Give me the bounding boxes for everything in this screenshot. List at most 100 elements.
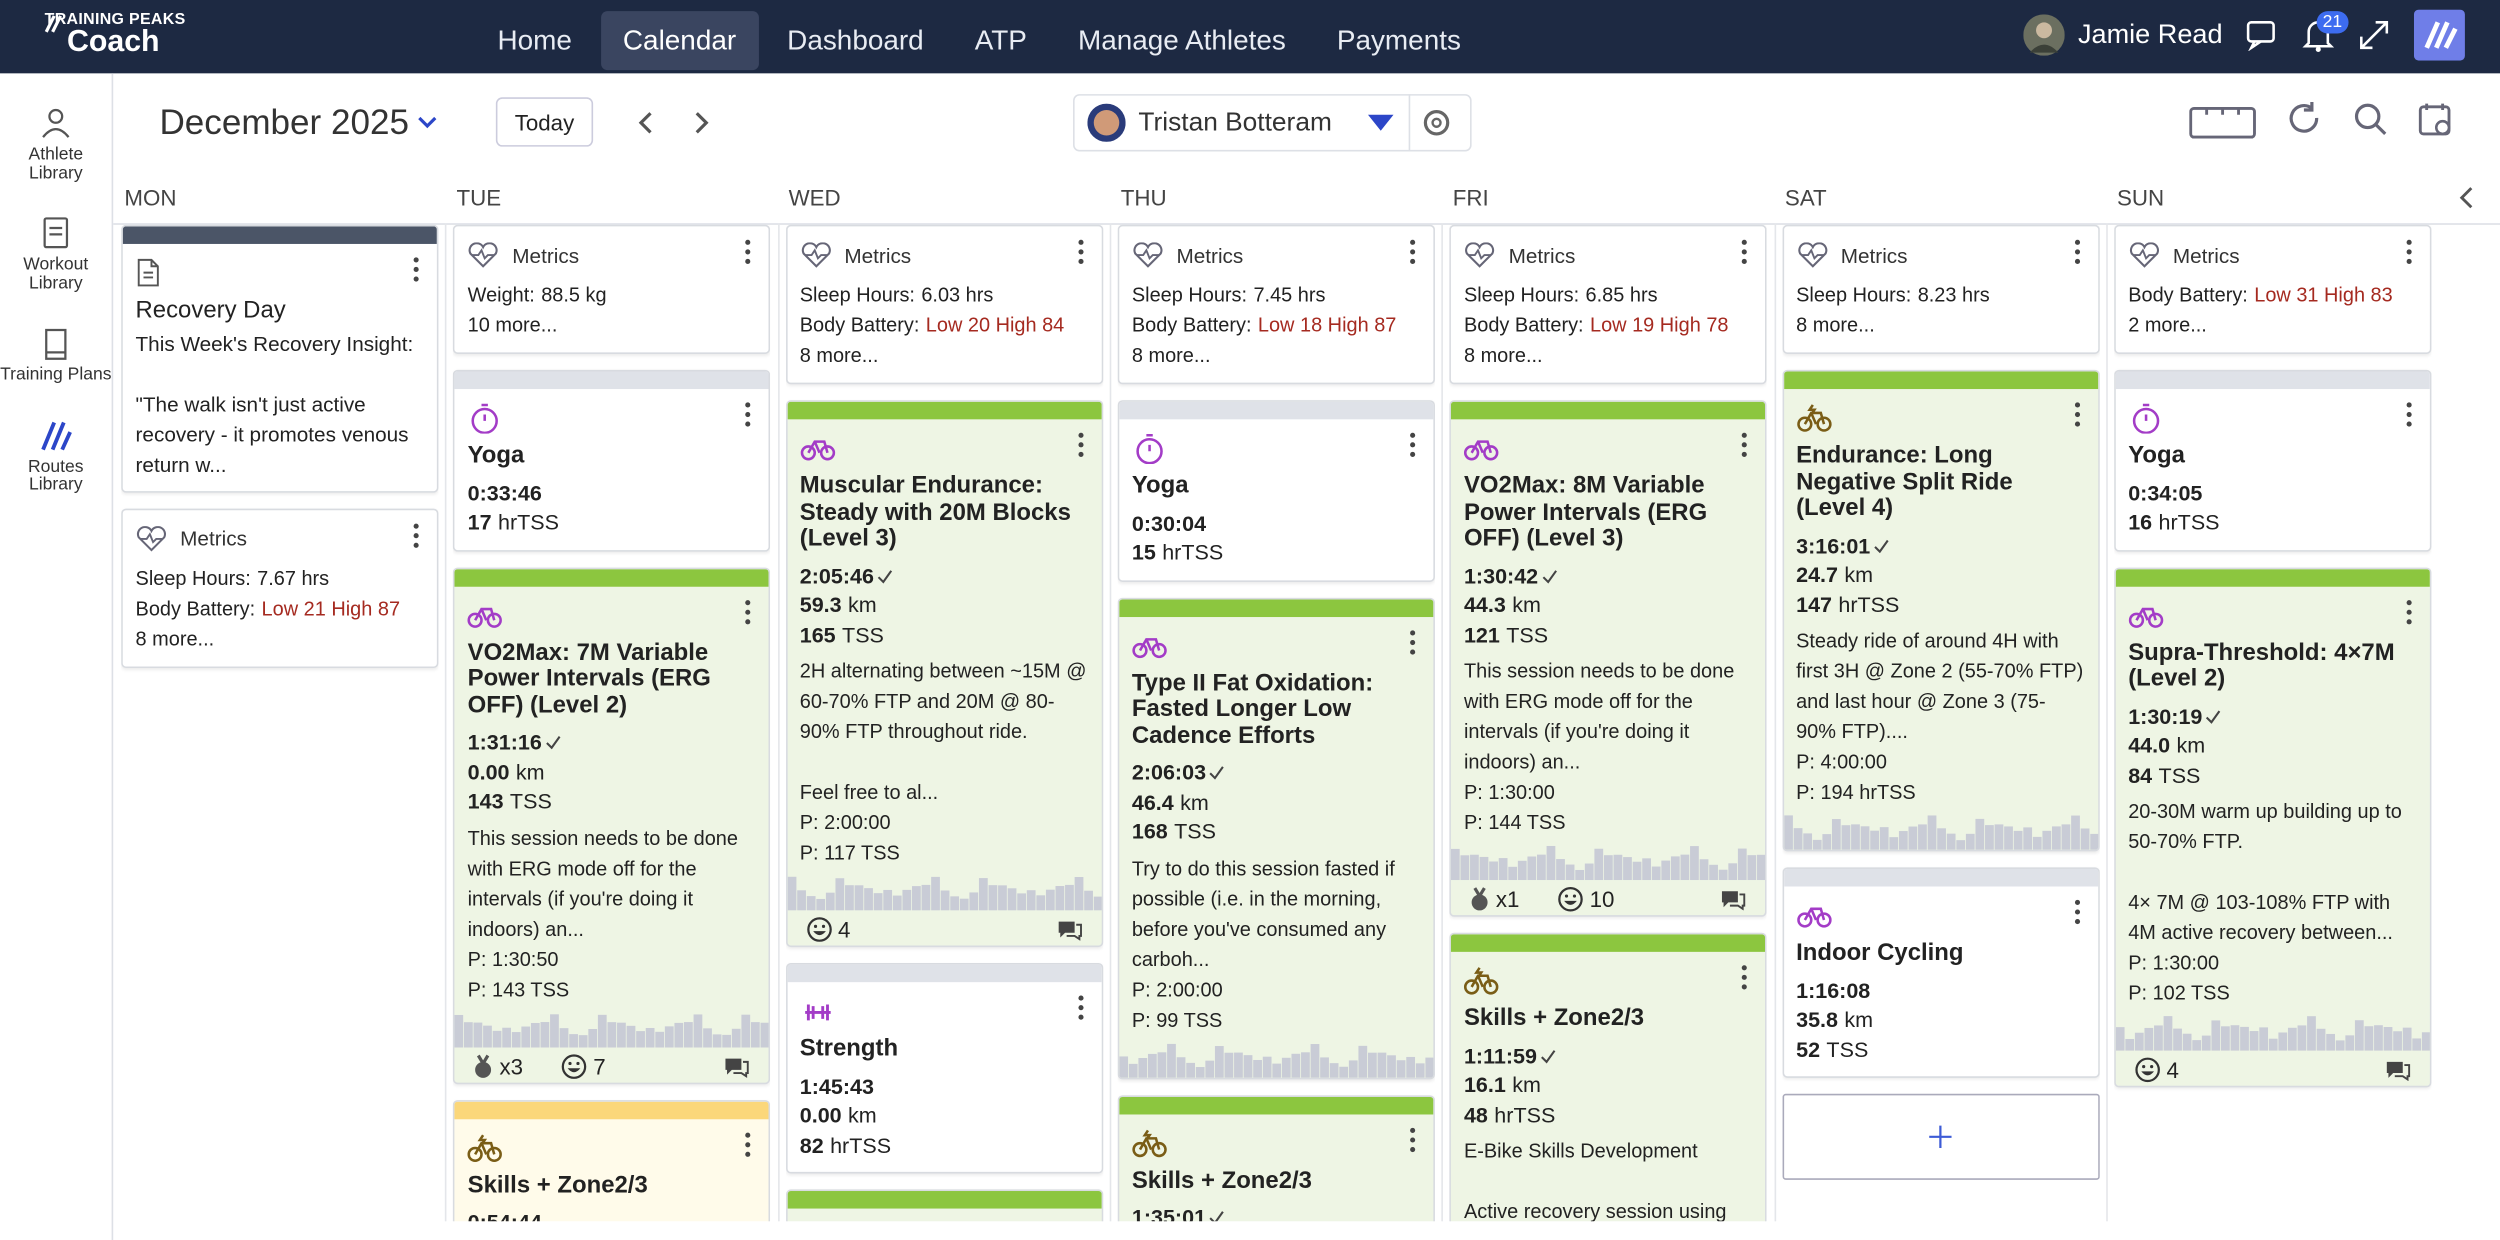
metrics-card[interactable]: Metrics Body Battery: Low 31 High 83 2 more… bbox=[2113, 224, 2432, 354]
day-column: Metrics Sleep Hours: 6.85 hrs Body Battery:… bbox=[1449, 224, 1767, 1222]
collapse-button[interactable] bbox=[2457, 185, 2476, 211]
workout-card[interactable]: Yoga 0:30:04 15 hrTSS bbox=[1117, 400, 1435, 582]
card-menu-button[interactable] bbox=[1408, 629, 1418, 655]
more-link[interactable]: 2 more... bbox=[2128, 314, 2207, 337]
workout-card[interactable] bbox=[785, 1189, 1103, 1222]
card-menu-button[interactable] bbox=[1408, 1126, 1418, 1152]
metrics-card[interactable]: Metrics Sleep Hours: 6.85 hrs Body Battery:… bbox=[1449, 224, 1767, 385]
calendar-settings-button[interactable] bbox=[2417, 100, 2455, 145]
more-link[interactable]: 8 more... bbox=[799, 344, 879, 367]
load-value: 16 bbox=[2128, 510, 2153, 535]
note-card[interactable]: Recovery Day This Week's Recovery Insight… bbox=[121, 224, 439, 492]
today-button[interactable]: Today bbox=[495, 97, 594, 147]
metrics-title: Metrics bbox=[180, 526, 247, 551]
brand[interactable]: TRAINING PEAKS Coach bbox=[45, 12, 186, 58]
more-link[interactable]: 8 more... bbox=[1796, 314, 1875, 337]
prev-button[interactable] bbox=[635, 110, 657, 136]
workout-title: Indoor Cycling bbox=[1796, 939, 1964, 967]
workout-card[interactable]: Muscular Endurance: Steady with 20M Bloc… bbox=[785, 400, 1103, 948]
workout-card[interactable]: Indoor Cycling 1:16:08 35.8 km 52 TSS bbox=[1781, 867, 2100, 1078]
workout-card[interactable]: Yoga 0:33:46 17 hrTSS bbox=[453, 369, 771, 551]
card-menu-button[interactable] bbox=[1740, 432, 1750, 458]
workout-card[interactable]: Endurance: Long Negative Split Ride (Lev… bbox=[1781, 369, 2100, 852]
workout-card[interactable]: Strength 1:45:43 0.00 km 82 hrTSS bbox=[785, 963, 1103, 1174]
card-menu-button[interactable] bbox=[743, 1131, 753, 1157]
more-link[interactable]: 8 more... bbox=[1463, 344, 1543, 367]
notifications[interactable]: 21 bbox=[2302, 11, 2349, 53]
card-menu-button[interactable] bbox=[2404, 239, 2414, 265]
metrics-card[interactable]: Metrics Sleep Hours: 8.23 hrs 8 more... bbox=[1781, 224, 2100, 354]
card-menu-button[interactable] bbox=[743, 239, 753, 265]
workout-card[interactable]: VO2Max: 8M Variable Power Intervals (ERG… bbox=[1449, 400, 1767, 917]
nav-item[interactable]: Calendar bbox=[600, 11, 759, 71]
user-avatar[interactable] bbox=[2023, 14, 2066, 56]
card-menu-button[interactable] bbox=[1740, 965, 1750, 991]
workout-card[interactable]: VO2Max: 7M Variable Power Intervals (ERG… bbox=[453, 566, 771, 1084]
workout-card[interactable]: Supra-Threshold: 4×7M (Level 2) 1:30:19 44… bbox=[2113, 566, 2432, 1088]
card-menu-button[interactable] bbox=[1408, 432, 1418, 458]
workout-card[interactable]: Yoga 0:34:05 16 hrTSS bbox=[2113, 369, 2432, 551]
athlete-selector[interactable]: Tristan Botteram bbox=[1073, 94, 1472, 152]
sport-icon bbox=[1132, 1128, 1167, 1157]
messages-icon[interactable] bbox=[2245, 19, 2280, 52]
card-menu-button[interactable] bbox=[411, 522, 421, 548]
more-link[interactable]: 8 more... bbox=[1131, 344, 1211, 367]
card-menu-button[interactable] bbox=[1076, 432, 1086, 458]
card-menu-button[interactable] bbox=[743, 402, 753, 428]
comments-button[interactable] bbox=[724, 1055, 750, 1078]
nav-item[interactable]: Home bbox=[497, 23, 572, 56]
refresh-button[interactable] bbox=[2285, 100, 2323, 145]
comments-button[interactable] bbox=[1721, 888, 1747, 911]
sidebar-item[interactable]: Athlete Library bbox=[0, 105, 112, 183]
card-menu-button[interactable] bbox=[1076, 239, 1086, 265]
card-menu-button[interactable] bbox=[2072, 402, 2082, 428]
comments-button[interactable] bbox=[1056, 918, 1082, 941]
load-unit: hrTSS bbox=[1162, 540, 1224, 565]
card-menu-button[interactable] bbox=[743, 599, 753, 625]
more-link[interactable]: 8 more... bbox=[135, 627, 215, 650]
workout-card[interactable]: Type II Fat Oxidation: Fasted Longer Low… bbox=[1117, 597, 1435, 1079]
expand-icon[interactable] bbox=[2357, 18, 2392, 53]
week-view-button[interactable] bbox=[2189, 100, 2256, 145]
card-menu-button[interactable] bbox=[1740, 239, 1750, 265]
metrics-card[interactable]: Metrics Sleep Hours: 7.45 hrs Body Battery:… bbox=[1117, 224, 1435, 385]
nav-item[interactable]: Dashboard bbox=[787, 23, 924, 56]
card-menu-button[interactable] bbox=[2072, 899, 2082, 925]
sidebar-item[interactable]: Workout Library bbox=[0, 215, 112, 293]
user-name[interactable]: Jamie Read bbox=[2077, 19, 2223, 50]
month-picker[interactable]: December 2025 bbox=[159, 102, 437, 143]
card-body: Metrics Body Battery: Low 31 High 83 2 more… bbox=[2115, 226, 2429, 352]
card-menu-button[interactable] bbox=[1408, 239, 1418, 265]
workout-title: Endurance: Long Negative Split Ride (Lev… bbox=[1796, 441, 2013, 522]
sidebar-icon bbox=[42, 108, 70, 138]
workout-card[interactable]: Skills + Zone2/3 0:54:44 bbox=[453, 1099, 771, 1222]
sport-icon bbox=[2132, 403, 2159, 434]
nav-item[interactable]: Manage Athletes bbox=[1077, 23, 1286, 56]
status-bar bbox=[1119, 598, 1434, 617]
metrics-card[interactable]: Metrics Weight: 88.5 kg 10 more... bbox=[453, 224, 771, 354]
next-button[interactable] bbox=[690, 110, 712, 136]
search-button[interactable] bbox=[2352, 100, 2390, 145]
duration: 1:31:16 bbox=[468, 729, 757, 758]
load-value: 82 bbox=[799, 1132, 824, 1157]
card-menu-button[interactable] bbox=[2404, 599, 2414, 625]
sidebar-item[interactable]: Training Plans bbox=[0, 326, 112, 386]
app-logo[interactable] bbox=[2413, 9, 2465, 61]
workout-card[interactable]: Skills + Zone2/3 1:35:01 bbox=[1117, 1094, 1435, 1222]
more-link[interactable]: 10 more... bbox=[467, 314, 558, 337]
card-menu-button[interactable] bbox=[1076, 995, 1086, 1021]
card-menu-button[interactable] bbox=[411, 257, 421, 283]
metrics-card[interactable]: Metrics Sleep Hours: 7.67 hrs Body Battery:… bbox=[121, 507, 439, 668]
sidebar-item[interactable]: Routes Library bbox=[0, 417, 112, 495]
nav-item[interactable]: ATP bbox=[974, 23, 1027, 56]
card-menu-button[interactable] bbox=[2072, 239, 2082, 265]
card-body: Metrics Sleep Hours: 6.03 hrs Body Battery:… bbox=[787, 226, 1101, 382]
completed-check bbox=[1210, 1211, 1225, 1222]
workout-card[interactable]: Skills + Zone2/3 1:11:59 16.1 km 48 hrTSS E-Bi… bbox=[1449, 932, 1767, 1222]
nav-item[interactable]: Payments bbox=[1336, 23, 1461, 56]
card-menu-button[interactable] bbox=[2404, 402, 2414, 428]
add-workout-button[interactable] bbox=[1781, 1093, 2100, 1180]
status-bar bbox=[1119, 1096, 1434, 1114]
metrics-card[interactable]: Metrics Sleep Hours: 6.03 hrs Body Battery:… bbox=[785, 224, 1103, 385]
comments-button[interactable] bbox=[2385, 1059, 2411, 1082]
